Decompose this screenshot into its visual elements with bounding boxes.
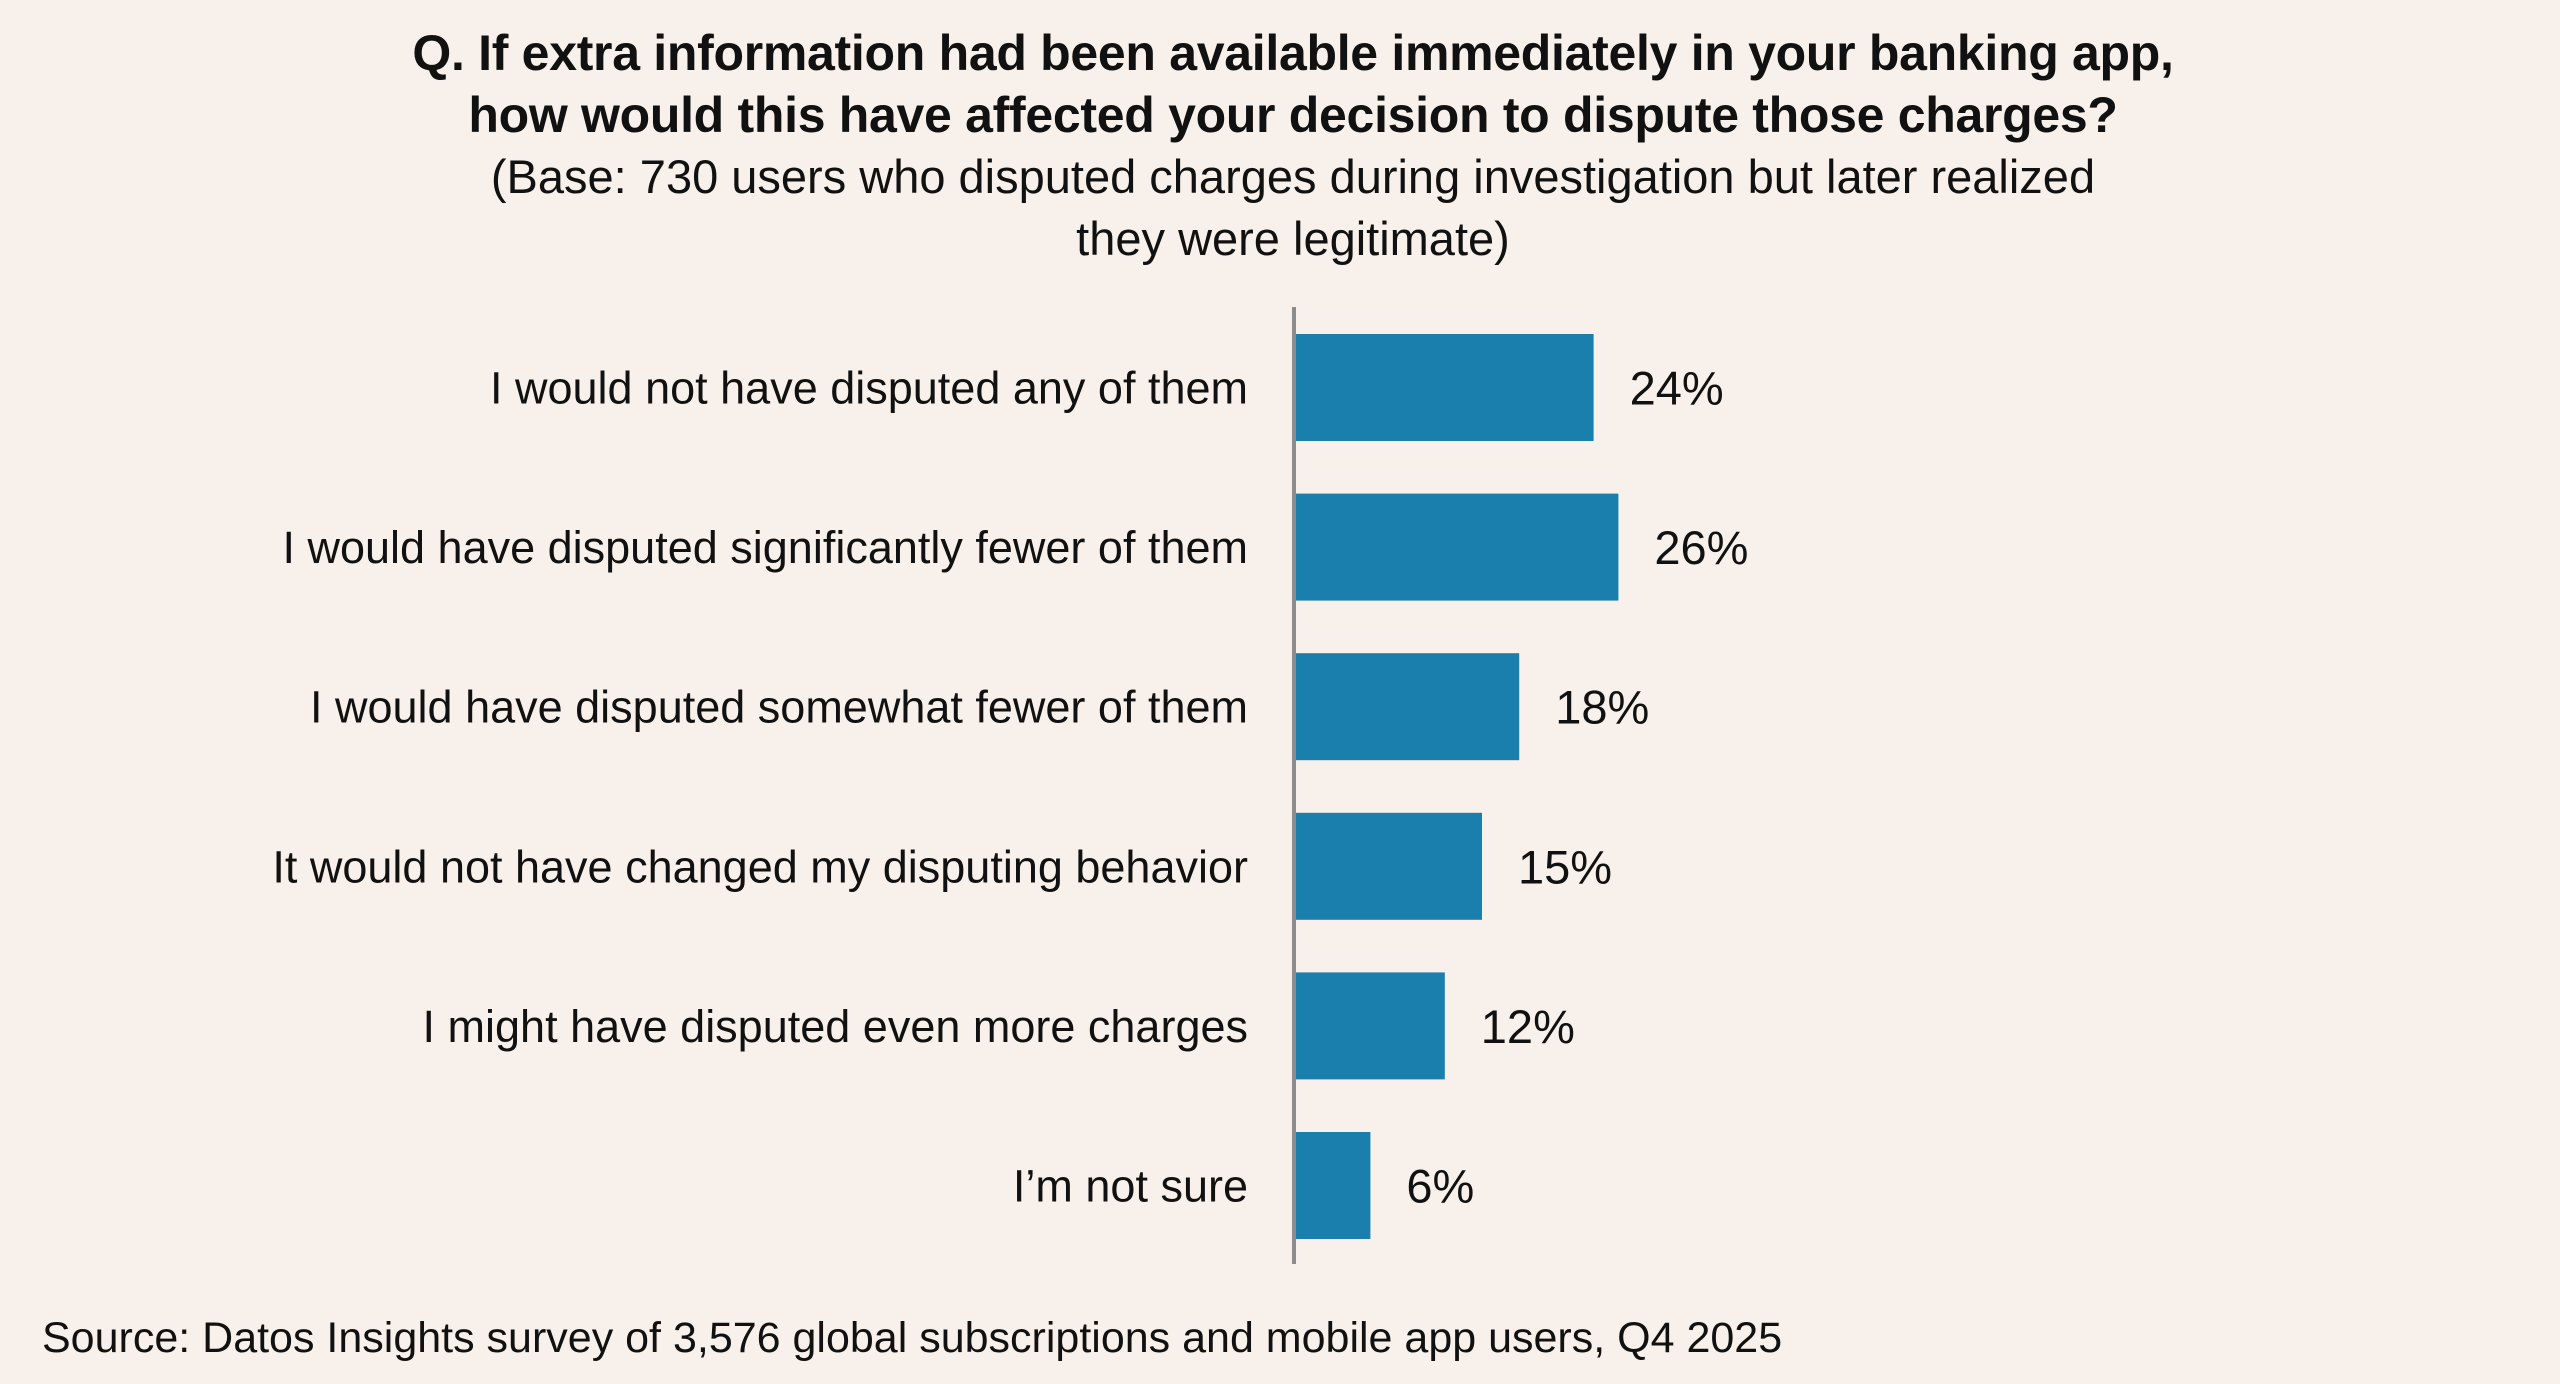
data-label: 26%: [1654, 521, 1748, 574]
data-label: 18%: [1555, 681, 1649, 734]
bar-group: I might have disputed even more charges 1…: [423, 972, 1575, 1080]
chart-title-line-2: how would this have affected your decisi…: [468, 87, 2118, 143]
bar: [1296, 812, 1482, 920]
bar: [1296, 334, 1594, 441]
bar: [1296, 493, 1619, 601]
chart-title-line-1: Q. If extra information had been availab…: [412, 25, 2174, 81]
data-label: 12%: [1481, 1000, 1575, 1053]
bar-group: It would not have changed my disputing b…: [272, 812, 1612, 920]
data-label: 6%: [1406, 1160, 1474, 1213]
bar-group: I would have disputed somewhat fewer of …: [310, 653, 1649, 761]
data-label: 24%: [1630, 362, 1724, 415]
bar: [1296, 1132, 1371, 1239]
bar: [1296, 972, 1445, 1080]
bar: [1296, 653, 1520, 761]
source-note: Source: Datos Insights survey of 3,576 g…: [42, 1314, 1783, 1362]
category-label: I might have disputed even more charges: [423, 1001, 1248, 1052]
bar-group: I would not have disputed any of them 24%: [490, 334, 1724, 441]
category-label: It would not have changed my disputing b…: [272, 841, 1248, 892]
category-label: I would have disputed significantly fewe…: [282, 522, 1248, 573]
bar-group: I would have disputed significantly fewe…: [282, 493, 1748, 601]
chart-subtitle-line-1: (Base: 730 users who disputed charges du…: [490, 150, 2096, 203]
bar-group: I’m not sure 6%: [1013, 1132, 1474, 1239]
category-label: I would have disputed somewhat fewer of …: [310, 682, 1248, 733]
category-label: I’m not sure: [1013, 1161, 1248, 1212]
data-label: 15%: [1518, 840, 1612, 893]
chart-subtitle-line-2: they were legitimate): [1076, 212, 1510, 265]
bars-layer: I would not have disputed any of them 24%…: [272, 334, 1748, 1239]
chart-title-block: Q. If extra information had been availab…: [0, 22, 2560, 270]
category-label: I would not have disputed any of them: [490, 363, 1248, 414]
